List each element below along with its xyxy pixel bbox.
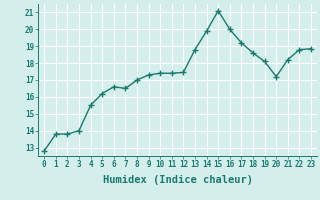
- X-axis label: Humidex (Indice chaleur): Humidex (Indice chaleur): [103, 175, 252, 185]
